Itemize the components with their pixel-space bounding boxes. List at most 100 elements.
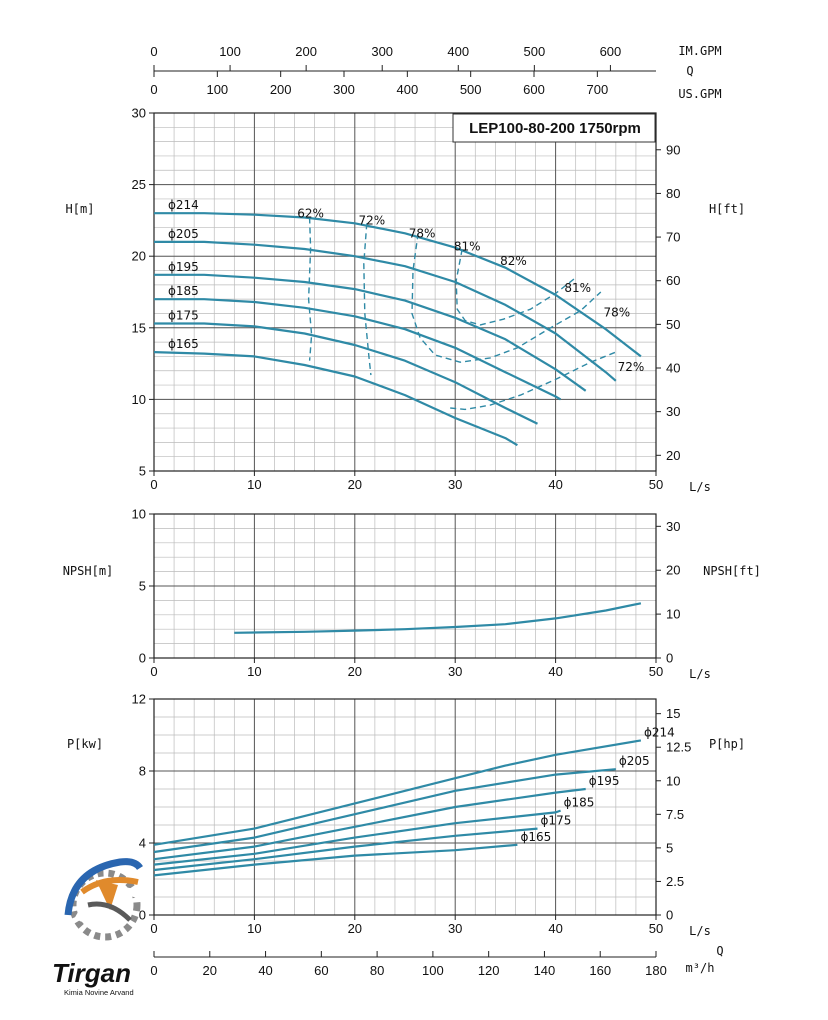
head-curve bbox=[154, 240, 617, 382]
y-right-axis-title: H[ft] bbox=[709, 202, 745, 216]
m3h-tick-label: 60 bbox=[314, 963, 328, 978]
efficiency-label: 78% bbox=[604, 305, 631, 319]
efficiency-label: 81% bbox=[564, 281, 591, 295]
swoosh-icon bbox=[64, 858, 143, 922]
m3h-tick-label: 120 bbox=[478, 963, 500, 978]
x-tick-label: 50 bbox=[649, 477, 663, 492]
y-tick-label: 0 bbox=[139, 651, 146, 666]
efficiency-curve bbox=[450, 351, 617, 411]
head-curve-label: ϕ195 bbox=[168, 260, 199, 274]
y-tick-label: 5 bbox=[139, 579, 146, 594]
x-unit-label: L/s bbox=[689, 480, 711, 494]
head-curve-label: ϕ175 bbox=[168, 309, 199, 323]
power-curve bbox=[153, 768, 616, 854]
power-curve-label: ϕ175 bbox=[541, 814, 572, 828]
m3h-tick-label: 0 bbox=[150, 963, 157, 978]
power-curve bbox=[153, 739, 642, 846]
y-axis-title: H[m] bbox=[66, 202, 95, 216]
m3h-tick-label: 20 bbox=[203, 963, 217, 978]
power-curve bbox=[153, 809, 561, 866]
x-tick-label: 50 bbox=[649, 921, 663, 936]
x-tick-label: 40 bbox=[548, 664, 562, 679]
chart-title: LEP100-80-200 1750rpm bbox=[469, 120, 641, 137]
logo-brand: Tirgan bbox=[52, 958, 131, 988]
head-curve bbox=[154, 322, 538, 425]
y-tick-label: 20 bbox=[132, 249, 146, 264]
y-tick-label: 15 bbox=[132, 320, 146, 335]
x-tick-label: 0 bbox=[150, 477, 157, 492]
im-gpm-tick-label: 500 bbox=[523, 44, 545, 59]
us-gpm-tick-label: 600 bbox=[523, 82, 545, 97]
head-panel: 5 10 15 20 25 30 20 30 40 50 60 70 80 90 0 10 20 30 40 50 L/… bbox=[66, 106, 746, 495]
power-curve bbox=[153, 787, 586, 861]
y-axis-title: NPSH[m] bbox=[63, 564, 114, 578]
y-right-tick-label: 30 bbox=[666, 404, 680, 419]
im-gpm-tick-label: 100 bbox=[219, 44, 241, 59]
y-tick-label: 10 bbox=[132, 507, 146, 522]
x-tick-label: 10 bbox=[247, 921, 261, 936]
x-tick-label: 30 bbox=[448, 664, 462, 679]
x-tick-label: 10 bbox=[247, 664, 261, 679]
plot-frame bbox=[153, 112, 657, 472]
head-curve bbox=[154, 273, 587, 392]
x-tick-label: 0 bbox=[150, 664, 157, 679]
y-right-tick-label: 10 bbox=[666, 773, 680, 788]
efficiency-label: 81% bbox=[454, 239, 481, 253]
y-right-tick-label: 0 bbox=[666, 651, 673, 666]
efficiency-curve bbox=[455, 248, 577, 326]
y-tick-label: 10 bbox=[132, 392, 146, 407]
head-curve-label: ϕ214 bbox=[168, 198, 199, 212]
y-right-axis-title: NPSH[ft] bbox=[703, 564, 761, 578]
x-tick-label: 20 bbox=[348, 664, 362, 679]
x-tick-label: 50 bbox=[649, 664, 663, 679]
power-curve-label: ϕ185 bbox=[564, 796, 595, 810]
y-right-tick-label: 0 bbox=[666, 908, 673, 923]
npsh-curve bbox=[234, 602, 642, 634]
m3h-tick-label: 140 bbox=[534, 963, 556, 978]
x-tick-label: 10 bbox=[247, 477, 261, 492]
power-curve-label: ϕ205 bbox=[619, 754, 650, 768]
head-curve bbox=[154, 212, 642, 358]
y-right-tick-label: 60 bbox=[666, 273, 680, 288]
y-tick-label: 8 bbox=[139, 764, 146, 779]
y-right-tick-label: 70 bbox=[666, 230, 680, 245]
head-curve bbox=[153, 351, 518, 447]
y-tick-label: 4 bbox=[139, 836, 146, 851]
y-tick-label: 5 bbox=[139, 464, 146, 479]
y-right-tick-label: 12.5 bbox=[666, 740, 691, 755]
head-curve-label: ϕ205 bbox=[168, 227, 199, 241]
y-right-tick-label: 30 bbox=[666, 519, 680, 534]
x-tick-label: 20 bbox=[348, 921, 362, 936]
y-right-tick-label: 10 bbox=[666, 607, 680, 622]
m3h-tick-label: 100 bbox=[422, 963, 444, 978]
y-right-tick-label: 20 bbox=[666, 448, 680, 463]
y-tick-label: 25 bbox=[132, 177, 146, 192]
im-gpm-tick-label: 400 bbox=[447, 44, 469, 59]
power-curve bbox=[153, 827, 538, 872]
q-label-top: Q bbox=[686, 64, 693, 78]
x-unit-label: L/s bbox=[689, 667, 711, 681]
im-gpm-unit: IM.GPM bbox=[678, 44, 721, 58]
us-gpm-tick-label: 500 bbox=[460, 82, 482, 97]
x-tick-label: 40 bbox=[548, 921, 562, 936]
im-gpm-tick-label: 300 bbox=[371, 44, 393, 59]
im-gpm-tick-label: 0 bbox=[150, 44, 157, 59]
x-tick-label: 0 bbox=[150, 921, 157, 936]
im-gpm-tick-label: 600 bbox=[600, 44, 622, 59]
y-right-tick-label: 15 bbox=[666, 706, 680, 721]
y-right-tick-label: 20 bbox=[666, 563, 680, 578]
title-box bbox=[452, 113, 656, 143]
us-gpm-tick-label: 400 bbox=[396, 82, 418, 97]
head-curve bbox=[154, 298, 562, 401]
y-axis-title: P[kw] bbox=[67, 737, 103, 751]
logo-tagline: Kimia Novine Arvand bbox=[64, 988, 134, 997]
q-label-bottom: Q bbox=[716, 944, 723, 958]
y-right-tick-label: 2.5 bbox=[666, 874, 684, 889]
y-right-tick-label: 90 bbox=[666, 142, 680, 157]
efficiency-label: 78% bbox=[409, 227, 436, 241]
efficiency-label: 72% bbox=[618, 360, 645, 374]
m3h-tick-label: 80 bbox=[370, 963, 384, 978]
power-curve-label: ϕ195 bbox=[589, 774, 620, 788]
x-tick-label: 40 bbox=[548, 477, 562, 492]
